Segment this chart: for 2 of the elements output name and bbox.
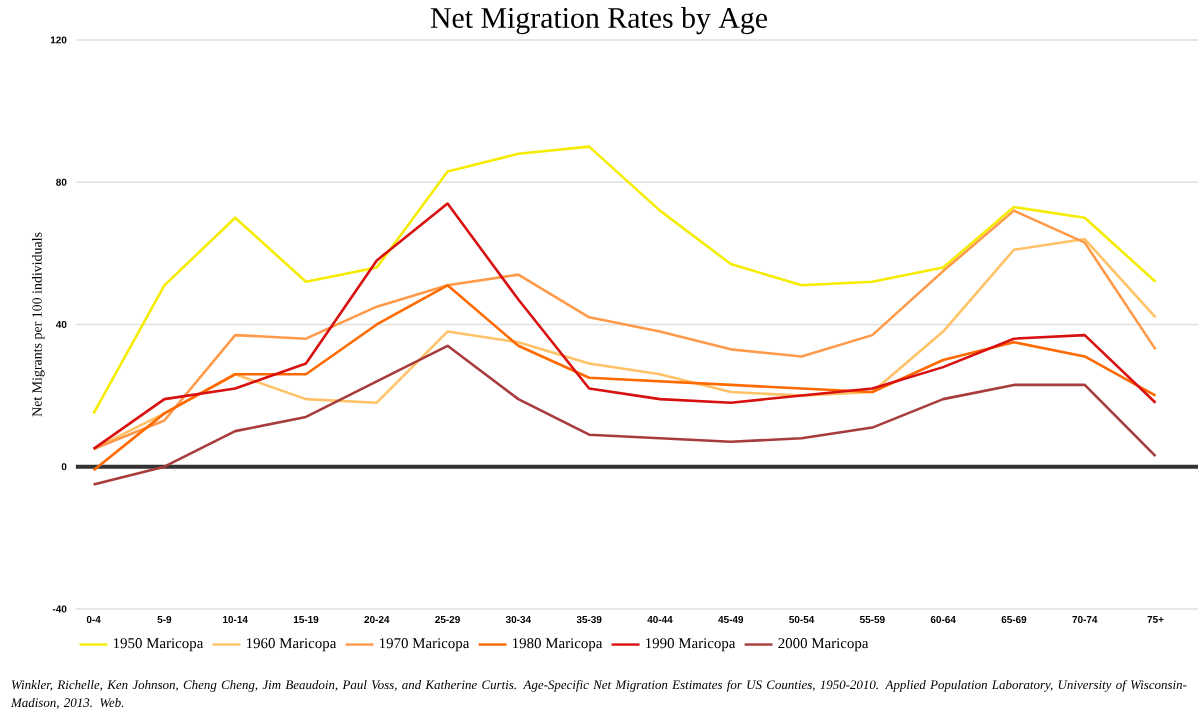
line-series xyxy=(92,144,1157,415)
chart-title: Net Migration Rates by Age xyxy=(430,6,768,34)
